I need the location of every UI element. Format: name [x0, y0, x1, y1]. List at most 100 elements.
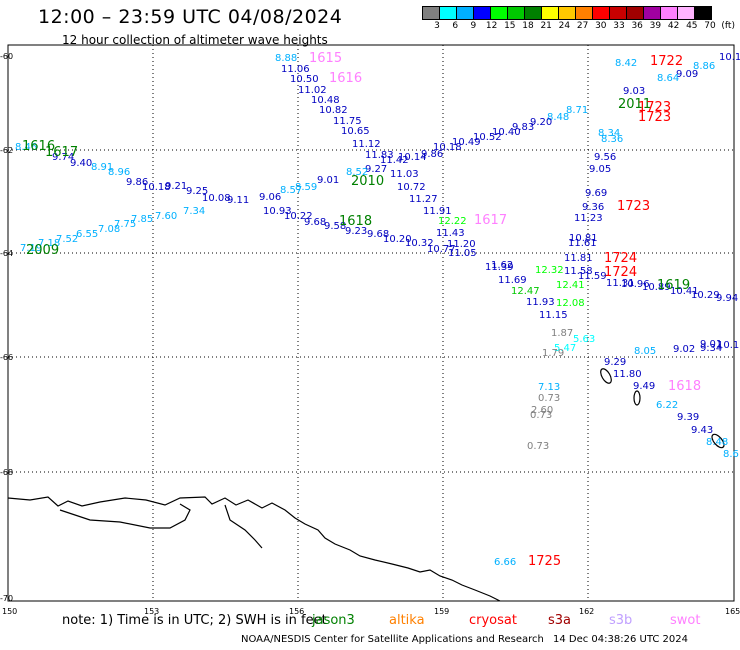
wave-height-value: 1.62 [491, 260, 513, 271]
island-c [711, 433, 725, 449]
color-scale [422, 6, 712, 20]
coastal-inlet [59, 503, 191, 529]
longitude-tick-label: 156 [289, 607, 304, 616]
wave-height-value: 8.64 [657, 73, 679, 84]
coastline [7, 368, 725, 602]
color-scale-label: (ft) [721, 21, 735, 31]
wave-height-value: 12.41 [556, 280, 585, 291]
color-scale-label: 9 [470, 21, 477, 31]
wave-height-value: 9.06 [259, 192, 281, 203]
pass-time-label: 2009 [26, 243, 59, 258]
color-scale-label: 36 [631, 21, 643, 31]
wave-height-value: 9.29 [604, 357, 626, 368]
wave-height-value: 6.66 [494, 557, 516, 568]
wave-height-value: 0.73 [538, 393, 560, 404]
wave-height-value: 2.60 [531, 405, 553, 416]
wave-height-value: 11.80 [613, 369, 642, 380]
wave-height-value: 11.02 [298, 85, 327, 96]
wave-height-value: 8.86 [693, 61, 715, 72]
latitude-tick-label: -64 [0, 249, 13, 258]
wave-height-value: 9.43 [691, 425, 713, 436]
wave-height-value: 9.56 [594, 152, 616, 163]
wave-height-value: 12.47 [511, 286, 540, 297]
color-scale-label: 45 [686, 21, 698, 31]
pass-time-label: 2011 [618, 97, 651, 112]
legend-satellite-altika: altika [389, 613, 425, 628]
color-scale-label: 39 [649, 21, 662, 31]
pass-time-label: 1723 [638, 100, 671, 115]
wave-height-value: 10.18 [142, 182, 171, 193]
wave-height-value: 9.40 [70, 158, 92, 169]
legend-satellite-jason3: jason3 [312, 613, 355, 628]
latitude-tick-label: -70 [0, 594, 13, 603]
wave-height-value: 11.58 [564, 266, 593, 277]
wave-height-value: 9.86 [421, 149, 443, 160]
wave-height-value: 11.15 [539, 310, 568, 321]
wave-height-value: 8.6 [723, 449, 739, 460]
longitude-tick-label: 162 [579, 607, 594, 616]
pass-time-label: 1616 [329, 71, 362, 86]
map-title: 12:00 – 23:59 UTC 04/08/2024 [38, 6, 343, 28]
wave-height-value: 9.83 [512, 122, 534, 133]
color-scale-labels: 3 6 9 12 15 18 21 24 27 30 33 36 39 42 45 70 (ft) [422, 21, 735, 33]
wave-height-value: 8.71 [566, 105, 588, 116]
color-scale-label: 21 [540, 21, 552, 31]
wave-height-value: 9.68 [304, 217, 326, 228]
wave-height-value: 9.74 [52, 152, 74, 163]
pass-time-label: 1615 [309, 51, 342, 66]
wave-height-value: 9.09 [676, 69, 698, 80]
wave-height-value: 12.22 [438, 216, 467, 227]
generation-date: 14 Dec 04:38:26 UTC 2024 [553, 634, 688, 645]
wave-height-value: 10.48 [311, 95, 340, 106]
wave-height-value: 10.52 [473, 132, 502, 143]
pass-time-label: 1619 [657, 278, 690, 293]
wave-height-value: 8.34 [598, 128, 620, 139]
color-scale-label: 3 [434, 21, 440, 31]
wave-height-value: 6.22 [656, 400, 678, 411]
wave-height-value: 11.06 [281, 64, 310, 75]
wave-height-value: 5.63 [573, 334, 595, 345]
wave-height-value: 9.49 [633, 381, 655, 392]
color-scale-label: 33 [613, 21, 625, 31]
wave-height-value: 10.72 [397, 182, 426, 193]
wave-height-value: 1.87 [551, 328, 573, 339]
color-scale-label: 27 [576, 21, 589, 31]
pass-time-label: 1722 [650, 54, 683, 69]
coastal-outline [224, 504, 263, 549]
wave-height-value: 10.96 [621, 279, 650, 290]
legend-satellite-s3b: s3b [609, 613, 633, 628]
wave-height-value: 10.77 [427, 244, 456, 255]
wave-height-value: 8.96 [108, 167, 130, 178]
wave-height-value: 8.48 [547, 112, 569, 123]
wave-height-value: 11.43 [436, 228, 465, 239]
longitude-tick-label: 150 [2, 607, 17, 616]
wave-height-value: 11.93 [526, 297, 555, 308]
wave-height-value: 11.05 [448, 248, 477, 259]
legend-satellite-swot: swot [670, 613, 701, 628]
legend-satellite-s3a: s3a [548, 613, 572, 628]
wave-height-value: 7.85 [131, 214, 153, 225]
wave-height-value: 9.23 [345, 226, 367, 237]
wave-height-value: 10.1 [719, 52, 740, 63]
wave-height-value: 10.22 [284, 211, 313, 222]
wave-height-value: 11.03 [390, 169, 419, 180]
wave-height-value: 8.57 [280, 185, 302, 196]
pass-time-label: 1723 [617, 199, 650, 214]
map-frame [7, 44, 735, 602]
color-scale-label: 70 [704, 21, 716, 31]
wave-height-value: 7.13 [538, 382, 560, 393]
color-scale-label: 6 [452, 21, 459, 31]
wave-height-value: 9.20 [530, 117, 552, 128]
wave-height-value: 0.73 [530, 410, 552, 421]
wave-height-value: 10.40 [492, 127, 521, 138]
wave-height-value: 9.11 [227, 195, 249, 206]
color-scale-label: 12 [485, 21, 498, 31]
pass-time-label: 1723 [638, 110, 671, 125]
longitude-ticks: 150 153 156 159 162 165 [2, 607, 740, 616]
wave-height-value: 9.36 [582, 202, 604, 213]
wave-height-value: 10.81 [569, 233, 598, 244]
wave-height-value: 11.59 [578, 271, 607, 282]
pass-time-label: 1617 [474, 213, 507, 228]
wave-height-value: 8.91 [91, 162, 113, 173]
